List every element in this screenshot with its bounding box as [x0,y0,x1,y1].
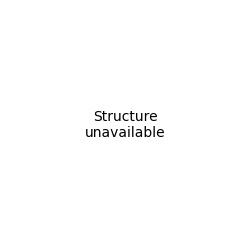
Text: Structure
unavailable: Structure unavailable [85,110,165,140]
